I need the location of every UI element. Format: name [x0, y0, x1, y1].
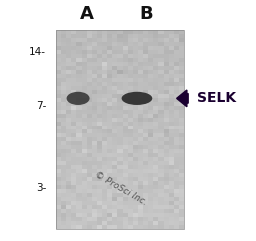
- Bar: [56, 30, 184, 229]
- Text: 14-: 14-: [29, 47, 46, 57]
- Ellipse shape: [122, 92, 152, 105]
- Text: B: B: [139, 5, 153, 23]
- Text: 3-: 3-: [36, 183, 46, 193]
- Text: A: A: [80, 5, 94, 23]
- Text: 7-: 7-: [36, 100, 46, 111]
- Ellipse shape: [67, 92, 90, 105]
- FancyArrow shape: [177, 90, 188, 107]
- Text: © ProSci Inc.: © ProSci Inc.: [93, 170, 148, 207]
- Text: SELK: SELK: [197, 91, 236, 105]
